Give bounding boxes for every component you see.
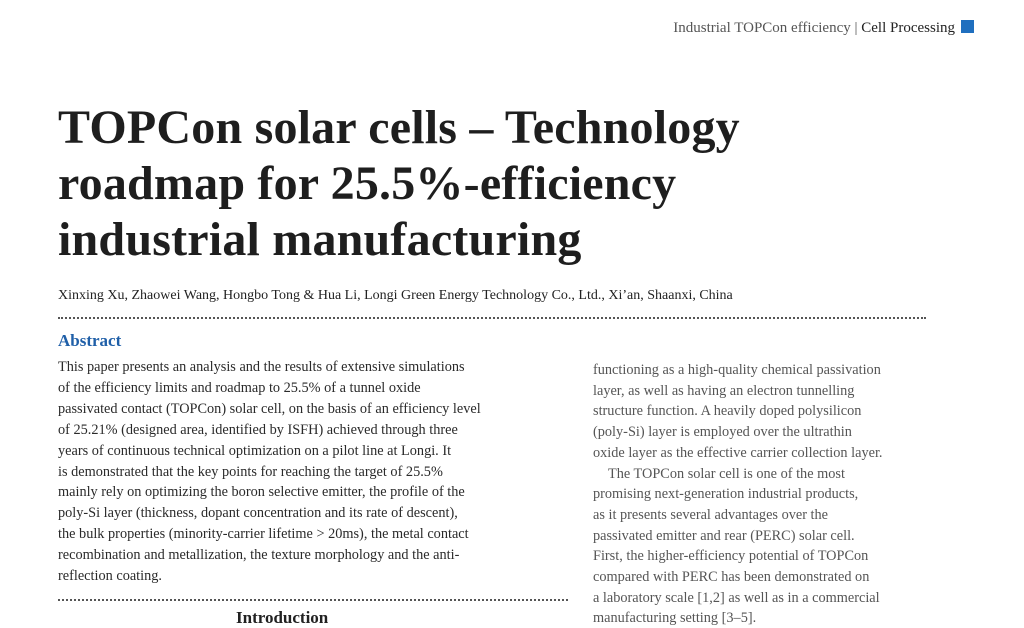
category: Cell Processing (861, 20, 955, 36)
body-line: functioning as a high-quality chemical p… (593, 362, 881, 378)
body-line: structure function. A heavily doped poly… (593, 403, 862, 420)
title-line: industrial manufacturing (58, 213, 582, 266)
abstract-line: of 25.21% (designed area, identified by … (58, 421, 458, 438)
body-line: oxide layer as the effective carrier col… (593, 444, 883, 461)
body-line: compared with PERC has been demonstrated… (593, 569, 870, 585)
running-header: Industrial TOPCon efficiency | Cell Proc… (673, 20, 974, 37)
body-line: First, the higher-efficiency potential o… (593, 548, 869, 565)
abstract-line: mainly rely on optimizing the boron sele… (58, 484, 465, 501)
abstract-line: of the efficiency limits and roadmap to … (58, 379, 421, 396)
abstract-line: This paper presents an analysis and the … (58, 359, 465, 375)
body-line: promising next-generation industrial pro… (593, 486, 859, 503)
body-line: (poly-Si) layer is employed over the ult… (593, 424, 852, 441)
divider (58, 317, 926, 319)
section: Industrial TOPCon efficiency (673, 20, 851, 36)
title-line: roadmap for 25.5%-efficiency (58, 157, 677, 210)
abstract-line: recombination and metallization, the tex… (58, 547, 460, 564)
authors: Xinxing Xu, Zhaowei Wang, Hongbo Tong & … (58, 288, 733, 303)
abstract-line: is demonstrated that the key points for … (58, 463, 443, 480)
title-line: TOPCon solar cells – Technology (58, 101, 740, 154)
body-line: as it presents several advantages over t… (593, 506, 829, 523)
body-line: layer, as well as having an electron tun… (593, 382, 855, 399)
abstract-heading: Abstract (58, 331, 122, 350)
abstract-line: passivated contact (TOPCon) solar cell, … (58, 400, 481, 417)
abstract-line: the bulk properties (minority-carrier li… (58, 526, 469, 543)
divider (58, 599, 568, 601)
abstract-line: reflection coating. (58, 568, 163, 584)
abstract-line: poly-Si layer (thickness, dopant concent… (58, 505, 458, 522)
abstract-line: years of continuous technical optimizati… (58, 442, 452, 459)
section-heading: Introduction (236, 608, 329, 627)
header-square (961, 20, 974, 33)
body-line: a laboratory scale [1,2] as well as in a… (593, 589, 880, 606)
body-line: manufacturing setting [3–5]. (593, 610, 757, 627)
separator: | (854, 20, 858, 36)
body-line: The TOPCon solar cell is one of the most (608, 465, 845, 482)
body-line: passivated emitter and rear (PERC) solar… (593, 527, 855, 544)
